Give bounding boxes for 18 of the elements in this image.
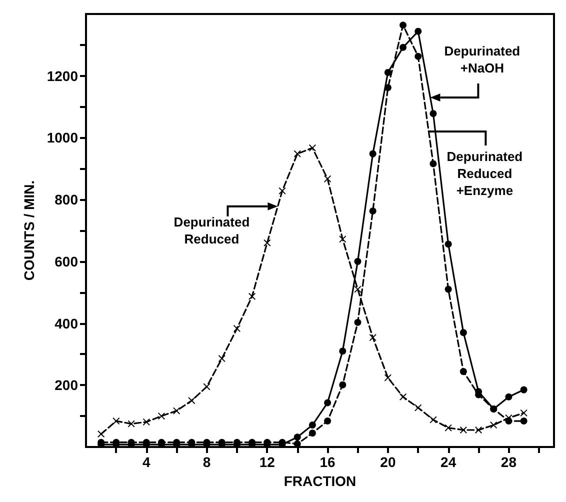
x-tick-label: 16 — [320, 454, 336, 470]
y-tick-label: 200 — [54, 377, 78, 394]
annotation: Depurinated +NaOH — [444, 44, 520, 76]
x-tick-label: 12 — [259, 454, 276, 470]
y-tick-label: 1200 — [46, 68, 78, 84]
y-axis-title: COUNTS / MIN. — [20, 180, 37, 281]
x-tick-label: 20 — [380, 454, 396, 470]
x-tick-label: 4 — [142, 454, 150, 470]
x-tick-label: 24 — [440, 454, 456, 470]
x-tick-label: 28 — [500, 454, 517, 470]
y-tick-label: 600 — [54, 253, 78, 270]
y-tick-label: 400 — [54, 315, 78, 332]
x-axis-title: FRACTION — [284, 472, 356, 489]
annotation: Depurinated Reduced — [174, 214, 250, 246]
y-tick-label: 1000 — [46, 130, 78, 146]
y-tick-label: 800 — [54, 192, 78, 208]
annotation: Depurinated Reduced +Enzyme — [446, 149, 523, 198]
x-tick-label: 8 — [202, 454, 211, 470]
